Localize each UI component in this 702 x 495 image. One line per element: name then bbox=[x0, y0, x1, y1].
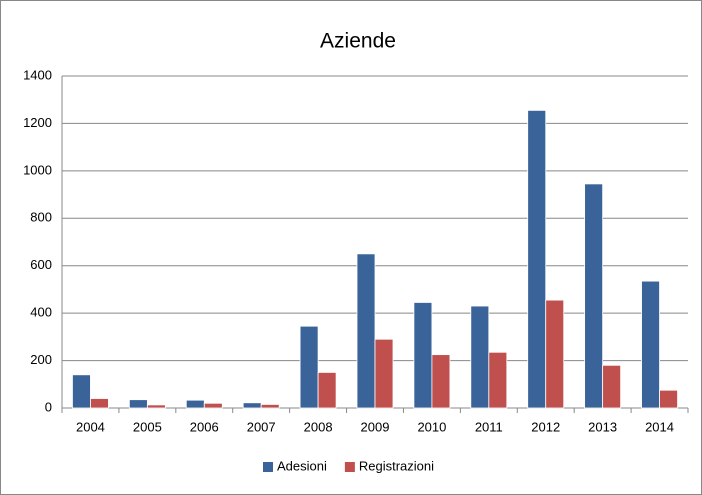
bar bbox=[242, 402, 262, 409]
bar bbox=[488, 351, 508, 409]
legend-swatch bbox=[344, 462, 355, 472]
bar bbox=[203, 402, 223, 409]
y-tick-label: 1000 bbox=[23, 162, 52, 177]
bar bbox=[128, 399, 148, 409]
bar bbox=[641, 280, 660, 409]
bar bbox=[527, 109, 547, 409]
bar bbox=[356, 253, 376, 409]
chart-title: Aziende bbox=[320, 30, 396, 53]
x-tick-label: 2007 bbox=[247, 419, 276, 434]
bar bbox=[90, 398, 109, 409]
bar bbox=[146, 404, 166, 409]
bar bbox=[185, 399, 205, 409]
x-tick-label: 2006 bbox=[190, 419, 219, 434]
x-tick-label: 2004 bbox=[76, 419, 105, 434]
bar bbox=[470, 305, 490, 409]
x-tick-label: 2011 bbox=[475, 419, 503, 434]
y-tick-label: 1200 bbox=[23, 115, 52, 130]
x-tick-label: 2009 bbox=[361, 419, 390, 434]
bar bbox=[545, 299, 565, 409]
bar bbox=[374, 338, 394, 409]
x-tick-label: 2013 bbox=[588, 419, 617, 434]
bar bbox=[413, 302, 433, 409]
bar bbox=[299, 325, 319, 409]
bar bbox=[659, 389, 678, 409]
x-tick-label: 2010 bbox=[417, 419, 446, 434]
y-tick-label: 0 bbox=[45, 399, 52, 414]
y-tick-label: 600 bbox=[30, 257, 52, 272]
y-tick-label: 1400 bbox=[23, 67, 52, 82]
bar bbox=[260, 404, 280, 409]
legend-swatch bbox=[263, 462, 273, 472]
x-tick-label: 2005 bbox=[133, 419, 162, 434]
y-tick-label: 400 bbox=[30, 305, 52, 320]
x-tick-label: 2012 bbox=[531, 419, 560, 434]
bar bbox=[431, 354, 451, 409]
y-tick-label: 800 bbox=[30, 210, 52, 225]
legend-label: Adesioni bbox=[277, 458, 327, 473]
bar bbox=[584, 183, 604, 409]
bar bbox=[317, 372, 337, 409]
y-tick-label: 200 bbox=[30, 352, 52, 367]
bar bbox=[602, 364, 622, 409]
legend-label: Registrazioni bbox=[359, 458, 434, 473]
bar bbox=[72, 374, 91, 409]
x-tick-label: 2014 bbox=[645, 419, 674, 434]
x-tick-label: 2008 bbox=[304, 419, 333, 434]
